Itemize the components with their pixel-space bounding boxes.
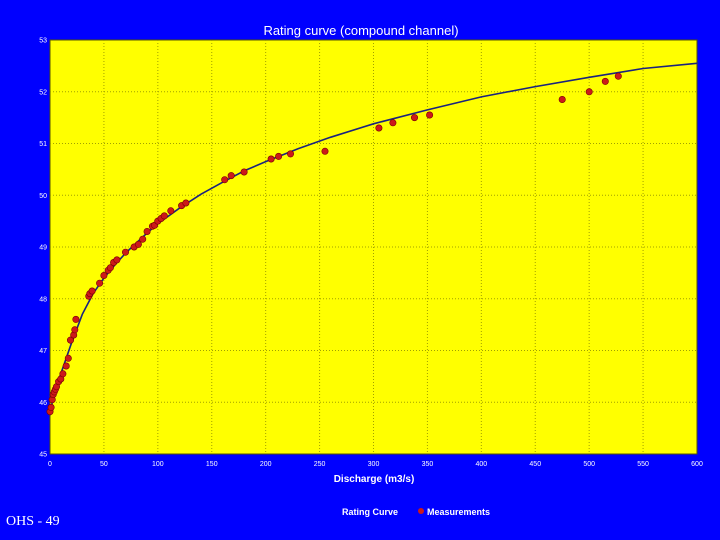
y-tick-label: 50: [39, 193, 47, 200]
measurement-point: [88, 287, 96, 295]
x-tick-label: 500: [583, 461, 595, 468]
legend-marker-icon: [418, 508, 424, 514]
grid-lines: [50, 40, 697, 454]
measurement-point: [62, 362, 70, 370]
measurement-point: [71, 326, 79, 334]
legend-label-rating-curve: Rating Curve: [342, 507, 398, 517]
x-tick-label: 450: [529, 461, 541, 468]
x-tick-label: 200: [260, 461, 272, 468]
x-axis-label: Discharge (m3/s): [334, 474, 415, 485]
axis-ticks: 0 50 100 150 200 250 300 350 400 450 500 550 600 45 46…: [39, 38, 703, 469]
y-tick-label: 49: [39, 245, 47, 252]
measurement-point: [275, 152, 283, 160]
y-tick-label: 47: [39, 348, 47, 355]
measurement-point: [227, 172, 235, 180]
y-tick-label: 51: [39, 141, 47, 148]
x-tick-label: 50: [100, 461, 108, 468]
x-tick-label: 550: [637, 461, 649, 468]
legend-label-measurements: Measurements: [427, 507, 490, 517]
x-tick-label: 400: [475, 461, 487, 468]
measurement-point: [47, 403, 55, 411]
measurement-point: [167, 207, 175, 215]
chart-title: Rating curve (compound channel): [263, 23, 458, 38]
y-tick-label: 45: [39, 452, 47, 459]
x-tick-label: 150: [206, 461, 218, 468]
measurement-point: [240, 168, 248, 176]
measurements-series: [46, 72, 622, 416]
measurement-point: [72, 315, 80, 323]
x-tick-label: 100: [152, 461, 164, 468]
x-tick-label: 350: [422, 461, 434, 468]
measurement-point: [113, 256, 121, 264]
x-tick-label: 0: [48, 461, 52, 468]
measurement-point: [221, 176, 229, 184]
measurement-point: [410, 114, 418, 122]
measurement-point: [614, 72, 622, 80]
measurement-point: [106, 264, 114, 272]
x-tick-label: 300: [368, 461, 380, 468]
measurement-point: [59, 370, 67, 378]
measurement-point: [143, 228, 151, 236]
measurement-point: [375, 124, 383, 132]
measurement-point: [558, 96, 566, 104]
measurement-point: [100, 271, 108, 279]
measurement-point: [601, 77, 609, 85]
y-tick-label: 48: [39, 296, 47, 303]
measurement-point: [426, 111, 434, 119]
measurement-point: [585, 88, 593, 96]
measurement-point: [160, 212, 168, 220]
rating-curve-series: [49, 62, 698, 416]
rating-curve-line: [49, 62, 698, 416]
measurement-point: [134, 240, 142, 248]
chart-legend: Rating Curve Measurements: [342, 507, 490, 517]
measurement-point: [389, 119, 397, 127]
measurement-point: [321, 147, 329, 155]
y-tick-label: 52: [39, 89, 47, 96]
x-tick-label: 250: [314, 461, 326, 468]
y-tick-label: 53: [39, 38, 47, 45]
measurement-point: [182, 199, 190, 207]
measurement-point: [139, 235, 147, 243]
slide-footer-label: OHS - 49: [6, 514, 60, 529]
y-tick-label: 46: [39, 400, 47, 407]
measurement-point: [122, 248, 130, 256]
measurement-point: [267, 155, 275, 163]
x-tick-label: 600: [691, 461, 703, 468]
measurement-point: [96, 279, 104, 287]
measurement-point: [64, 354, 72, 362]
measurement-point: [67, 336, 75, 344]
measurement-point: [286, 150, 294, 158]
